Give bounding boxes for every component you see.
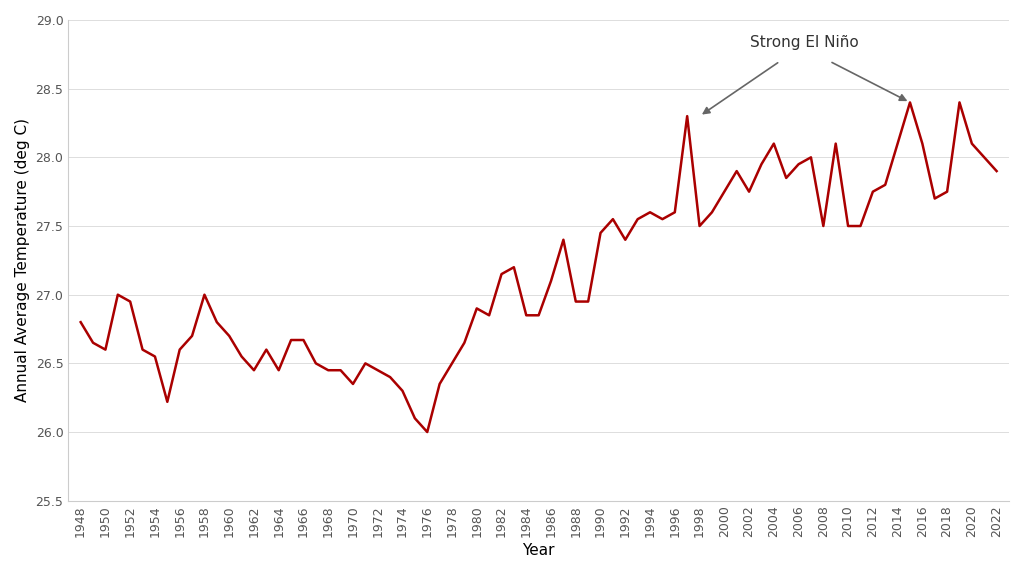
X-axis label: Year: Year (522, 543, 555, 558)
Text: Strong El Niño: Strong El Niño (751, 35, 859, 50)
Y-axis label: Annual Average Temperature (deg C): Annual Average Temperature (deg C) (15, 119, 30, 402)
